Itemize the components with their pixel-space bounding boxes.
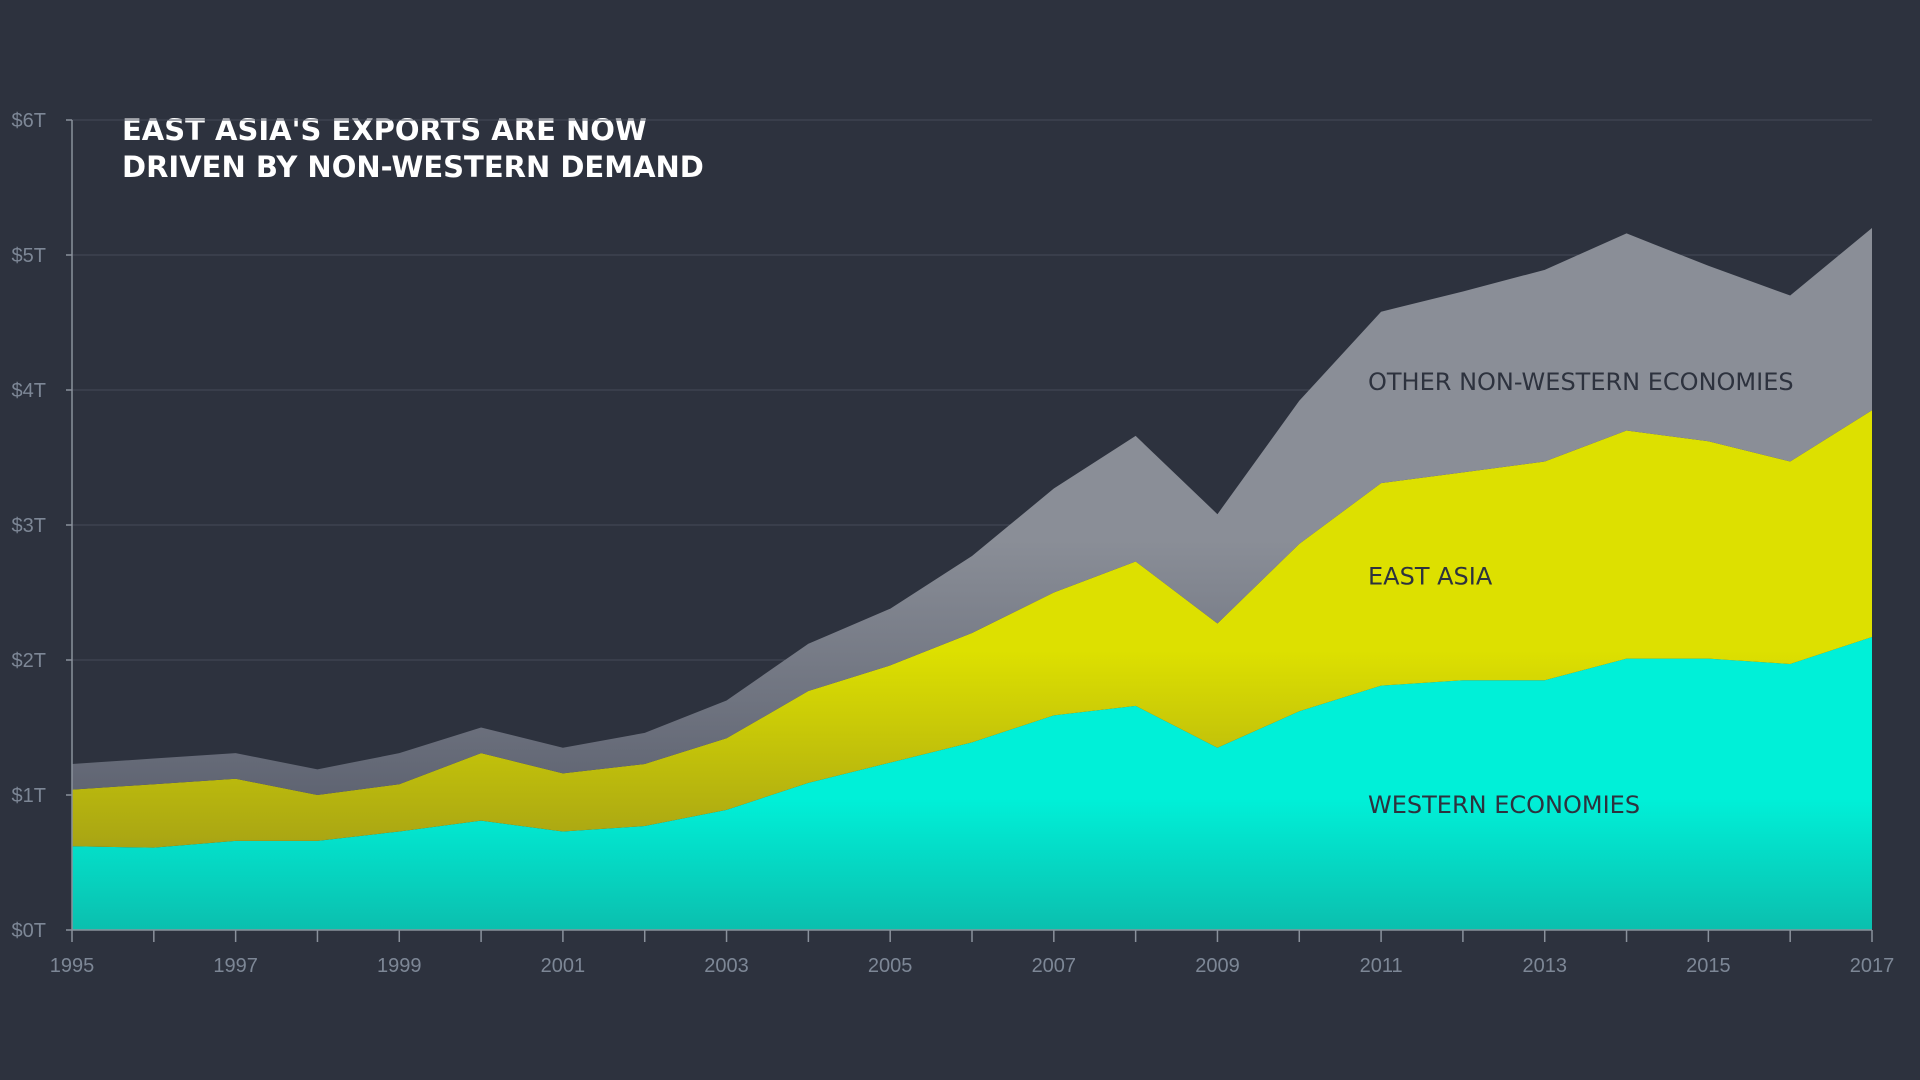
chart-title: EAST ASIA'S EXPORTS ARE NOW DRIVEN BY NO… <box>122 112 922 186</box>
axes: 1995 1997 1999 2001 2003 2005 2007 2009 2011 2013… <box>50 119 1895 977</box>
chart-title-line-2: DRIVEN BY NON-WESTERN DEMAND <box>122 150 704 184</box>
area-other-non-western-economies <box>72 228 1872 795</box>
x-tick-label: 2017 <box>1850 955 1895 977</box>
y-tick-label: $6T <box>12 110 46 132</box>
x-tick-label: 2011 <box>1360 955 1403 977</box>
series-label: WESTERN ECONOMIES <box>1368 791 1640 819</box>
x-tick-label: 2005 <box>868 955 913 977</box>
x-tick-label: 2003 <box>704 955 749 977</box>
area-western-economies <box>72 637 1872 930</box>
area-east-asia <box>72 410 1872 848</box>
x-tick-label: 2001 <box>541 955 586 977</box>
x-tick-label: 2009 <box>1195 955 1240 977</box>
y-tick-label: $4T <box>12 380 46 402</box>
x-tick-label: 1995 <box>50 955 95 977</box>
y-tick-label: $0T <box>12 920 46 942</box>
y-tick-label: $3T <box>12 515 46 537</box>
x-tick-label: 1999 <box>377 955 422 977</box>
chart-title-line-1: EAST ASIA'S EXPORTS ARE NOW <box>122 113 647 147</box>
series-labels: WESTERN ECONOMIES EAST ASIA OTHER NON-WEST… <box>1368 368 1794 819</box>
x-tick-label: 2013 <box>1522 955 1567 977</box>
series-label: EAST ASIA <box>1368 562 1493 590</box>
y-tick-label: $1T <box>12 785 46 807</box>
series-label: OTHER NON-WESTERN ECONOMIES <box>1368 368 1794 396</box>
x-tick-label: 2007 <box>1032 955 1077 977</box>
x-tick-label: 1997 <box>213 955 258 977</box>
y-tick-label: $2T <box>12 650 46 672</box>
x-tick-label: 2015 <box>1686 955 1731 977</box>
y-tick-label: $5T <box>12 245 46 267</box>
areas <box>72 228 1872 930</box>
